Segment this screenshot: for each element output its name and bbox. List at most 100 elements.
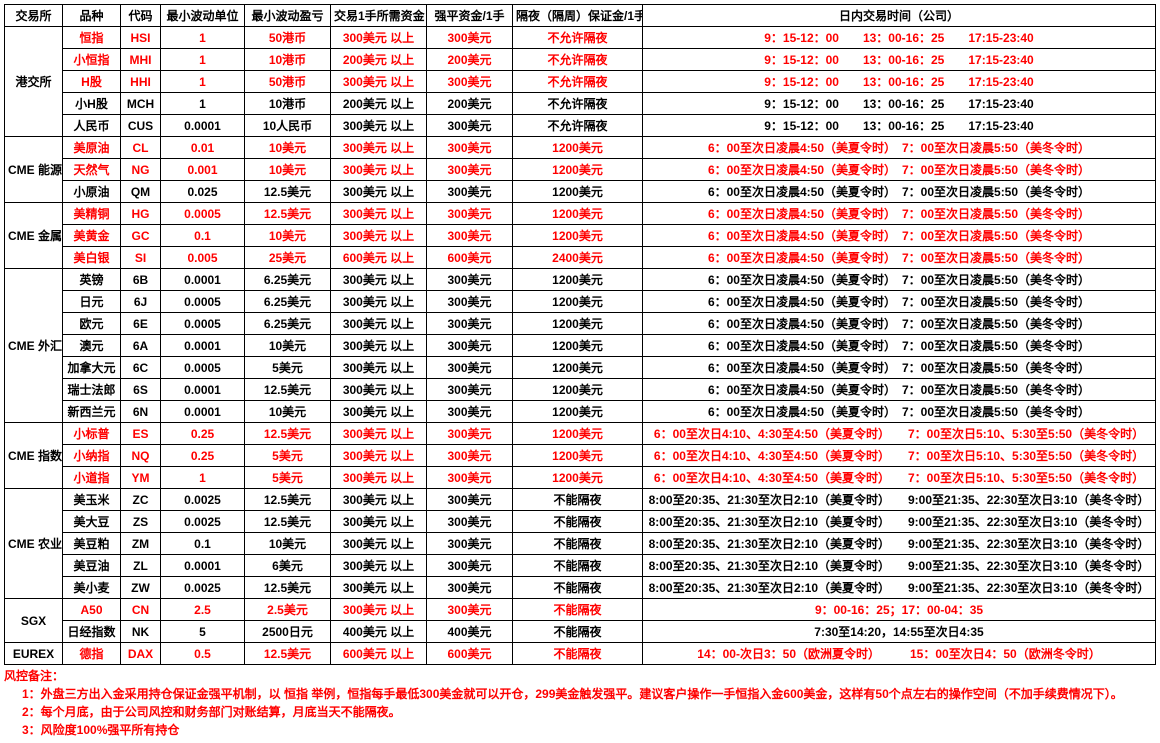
col-header: 强平资金/1手 bbox=[427, 5, 513, 27]
table-row: 美豆油ZL0.00016美元300美元 以上300美元不能隔夜8:00至20:3… bbox=[5, 555, 1156, 577]
data-cell: 300美元 bbox=[427, 533, 513, 555]
data-cell: 1200美元 bbox=[513, 203, 643, 225]
data-cell: 欧元 bbox=[63, 313, 121, 335]
data-cell: 1200美元 bbox=[513, 181, 643, 203]
data-cell: 300美元 以上 bbox=[331, 401, 427, 423]
data-cell: 不允许隔夜 bbox=[513, 93, 643, 115]
table-row: 日元6J0.00056.25美元300美元 以上300美元1200美元6：00至… bbox=[5, 291, 1156, 313]
data-cell: 200美元 bbox=[427, 93, 513, 115]
data-cell: 小H股 bbox=[63, 93, 121, 115]
data-cell: 300美元 以上 bbox=[331, 335, 427, 357]
data-cell: 8:00至20:35、21:30至次日2:10（美夏令时） 9:00至21:35… bbox=[643, 577, 1156, 599]
data-cell: 不能隔夜 bbox=[513, 643, 643, 665]
table-row: SGXA50CN2.52.5美元300美元 以上300美元不能隔夜9：00-16… bbox=[5, 599, 1156, 621]
col-header: 最小波动盈亏 bbox=[245, 5, 331, 27]
table-row: CME 农业美玉米ZC0.002512.5美元300美元 以上300美元不能隔夜… bbox=[5, 489, 1156, 511]
data-cell: 300美元 以上 bbox=[331, 203, 427, 225]
exchange-cell: CME 能源 bbox=[5, 137, 63, 203]
data-cell: 不允许隔夜 bbox=[513, 115, 643, 137]
table-row: 美黄金GC0.110美元300美元 以上300美元1200美元6：00至次日凌晨… bbox=[5, 225, 1156, 247]
data-cell: 300美元 以上 bbox=[331, 313, 427, 335]
data-cell: 0.25 bbox=[161, 445, 245, 467]
data-cell: 瑞士法郎 bbox=[63, 379, 121, 401]
data-cell: 美小麦 bbox=[63, 577, 121, 599]
data-cell: 600美元 以上 bbox=[331, 247, 427, 269]
data-cell: 不能隔夜 bbox=[513, 533, 643, 555]
exchange-cell: CME 农业 bbox=[5, 489, 63, 599]
data-cell: 6A bbox=[121, 335, 161, 357]
data-cell: 0.0001 bbox=[161, 401, 245, 423]
data-cell: QM bbox=[121, 181, 161, 203]
data-cell: 6美元 bbox=[245, 555, 331, 577]
data-cell: 600美元 bbox=[427, 643, 513, 665]
data-cell: 8:00至20:35、21:30至次日2:10（美夏令时） 9:00至21:35… bbox=[643, 489, 1156, 511]
data-cell: 6：00至次日凌晨4:50（美夏令时） 7：00至次日凌晨5:50（美冬令时） bbox=[643, 401, 1156, 423]
table-row: 小原油QM0.02512.5美元300美元 以上300美元1200美元6：00至… bbox=[5, 181, 1156, 203]
data-cell: 1 bbox=[161, 27, 245, 49]
data-cell: 2.5 bbox=[161, 599, 245, 621]
data-cell: 300美元 以上 bbox=[331, 533, 427, 555]
data-cell: 9：15-12：00 13：00-16：25 17:15-23:40 bbox=[643, 71, 1156, 93]
data-cell: 300美元 以上 bbox=[331, 467, 427, 489]
data-cell: 50港币 bbox=[245, 27, 331, 49]
exchange-cell: CME 金属 bbox=[5, 203, 63, 269]
data-cell: NQ bbox=[121, 445, 161, 467]
data-cell: 300美元 bbox=[427, 225, 513, 247]
data-cell: 1200美元 bbox=[513, 335, 643, 357]
data-cell: 10美元 bbox=[245, 159, 331, 181]
table-row: CME 指数小标普ES0.2512.5美元300美元 以上300美元1200美元… bbox=[5, 423, 1156, 445]
data-cell: 6：00至次日凌晨4:50（美夏令时） 7：00至次日凌晨5:50（美冬令时） bbox=[643, 313, 1156, 335]
data-cell: 9：15-12：00 13：00-16：25 17:15-23:40 bbox=[643, 93, 1156, 115]
table-row: 美小麦ZW0.002512.5美元300美元 以上300美元不能隔夜8:00至2… bbox=[5, 577, 1156, 599]
data-cell: 0.0005 bbox=[161, 203, 245, 225]
data-cell: 人民币 bbox=[63, 115, 121, 137]
data-cell: 300美元 bbox=[427, 379, 513, 401]
data-cell: CL bbox=[121, 137, 161, 159]
data-cell: 小标普 bbox=[63, 423, 121, 445]
footnote-item: 1：外盘三方出入金采用持仓保证金强平机制，以 恒指 举例，恒指每手最低300美金… bbox=[22, 685, 1156, 703]
data-cell: 2500日元 bbox=[245, 621, 331, 643]
data-cell: 0.0005 bbox=[161, 291, 245, 313]
data-cell: 300美元 以上 bbox=[331, 71, 427, 93]
col-header: 代码 bbox=[121, 5, 161, 27]
data-cell: 0.1 bbox=[161, 225, 245, 247]
data-cell: 300美元 bbox=[427, 115, 513, 137]
table-body: 港交所恒指HSI150港币300美元 以上300美元不允许隔夜9：15-12：0… bbox=[5, 27, 1156, 665]
data-cell: 6：00至次日凌晨4:50（美夏令时） 7：00至次日凌晨5:50（美冬令时） bbox=[643, 291, 1156, 313]
table-row: 人民币CUS0.000110人民币300美元 以上300美元不允许隔夜9：15-… bbox=[5, 115, 1156, 137]
data-cell: 英镑 bbox=[63, 269, 121, 291]
data-cell: ES bbox=[121, 423, 161, 445]
data-cell: 300美元 以上 bbox=[331, 291, 427, 313]
table-row: CME 能源美原油CL0.0110美元300美元 以上300美元1200美元6：… bbox=[5, 137, 1156, 159]
data-cell: 14：00-次日3：50（欧洲夏令时） 15：00至次日4：50（欧洲冬令时） bbox=[643, 643, 1156, 665]
data-cell: 12.5美元 bbox=[245, 181, 331, 203]
data-cell: 不能隔夜 bbox=[513, 489, 643, 511]
data-cell: 300美元 以上 bbox=[331, 445, 427, 467]
data-cell: 0.0001 bbox=[161, 555, 245, 577]
data-cell: 300美元 bbox=[427, 291, 513, 313]
table-row: 小道指YM15美元300美元 以上300美元1200美元6：00至次日4:10、… bbox=[5, 467, 1156, 489]
data-cell: 1 bbox=[161, 71, 245, 93]
data-cell: 0.25 bbox=[161, 423, 245, 445]
data-cell: DAX bbox=[121, 643, 161, 665]
exchange-cell: CME 指数 bbox=[5, 423, 63, 489]
data-cell: 1200美元 bbox=[513, 357, 643, 379]
data-cell: MHI bbox=[121, 49, 161, 71]
data-cell: 6：00至次日凌晨4:50（美夏令时） 7：00至次日凌晨5:50（美冬令时） bbox=[643, 357, 1156, 379]
data-cell: 0.0025 bbox=[161, 511, 245, 533]
data-cell: 8:00至20:35、21:30至次日2:10（美夏令时） 9:00至21:35… bbox=[643, 511, 1156, 533]
table-row: 小H股MCH110港币200美元 以上200美元不允许隔夜9：15-12：00 … bbox=[5, 93, 1156, 115]
data-cell: 400美元 bbox=[427, 621, 513, 643]
data-cell: 300美元 以上 bbox=[331, 269, 427, 291]
data-cell: 不能隔夜 bbox=[513, 511, 643, 533]
data-cell: 10美元 bbox=[245, 335, 331, 357]
data-cell: 6：00至次日凌晨4:50（美夏令时） 7：00至次日凌晨5:50（美冬令时） bbox=[643, 379, 1156, 401]
data-cell: 300美元 以上 bbox=[331, 159, 427, 181]
futures-spec-table: 交易所品种代码最小波动单位最小波动盈亏交易1手所需资金强平资金/1手隔夜（隔周）… bbox=[4, 4, 1156, 665]
data-cell: 300美元 bbox=[427, 423, 513, 445]
data-cell: 5 bbox=[161, 621, 245, 643]
data-cell: NG bbox=[121, 159, 161, 181]
data-cell: 美玉米 bbox=[63, 489, 121, 511]
data-cell: 12.5美元 bbox=[245, 379, 331, 401]
data-cell: 300美元 以上 bbox=[331, 225, 427, 247]
